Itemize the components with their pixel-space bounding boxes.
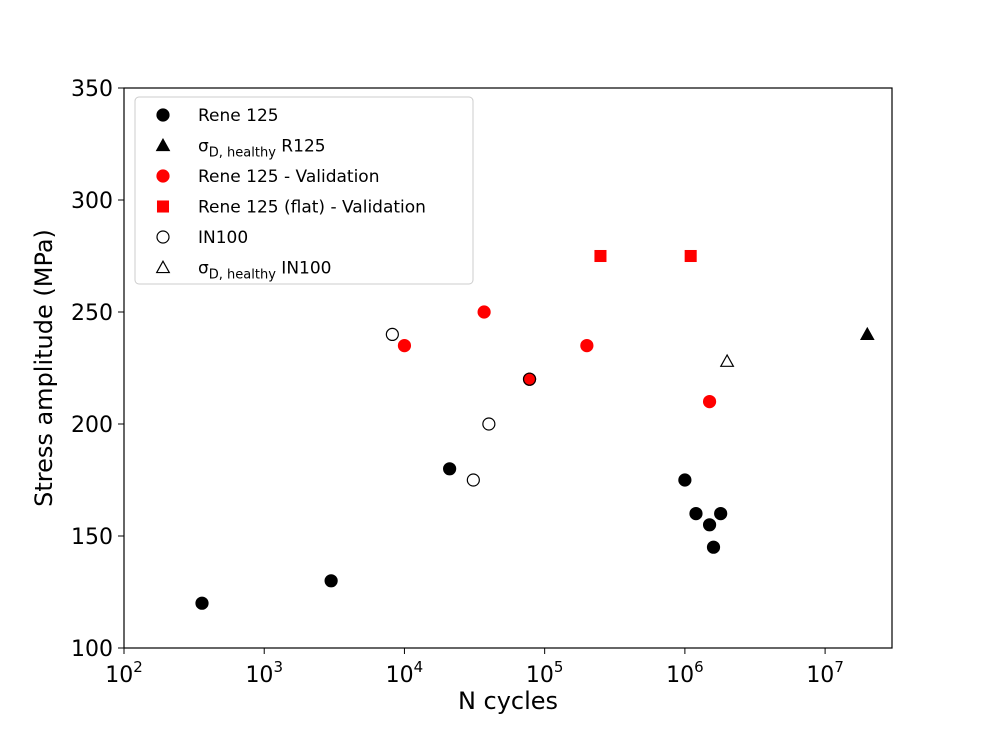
overlap-point-outline xyxy=(522,372,537,386)
circle-point xyxy=(702,395,717,409)
y-tick-label: 250 xyxy=(71,301,113,326)
y-axis-label: Stress amplitude (MPa) xyxy=(30,229,58,507)
circle-point xyxy=(397,339,412,353)
y-tick-label: 200 xyxy=(71,413,113,438)
data-points xyxy=(195,249,875,610)
legend-marker xyxy=(155,259,171,274)
legend-item: Rene 125 xyxy=(156,106,279,126)
series-5 xyxy=(719,353,735,367)
triangle-point xyxy=(859,326,875,341)
y-axis-ticks: 100 150 200 250 300 350 xyxy=(71,77,124,662)
x-axis-ticks: 102 103 104 105 106 107 xyxy=(105,648,844,688)
series-1 xyxy=(859,326,875,341)
x-tick-label: 107 xyxy=(806,658,844,688)
circle-point xyxy=(702,518,717,532)
y-tick-label: 150 xyxy=(71,525,113,550)
x-tick-label: 105 xyxy=(526,658,564,688)
legend-marker xyxy=(156,108,170,122)
x-tick-label: 104 xyxy=(386,658,424,688)
legend-item: Rene 125 - Validation xyxy=(156,167,379,187)
series-3 xyxy=(594,249,697,263)
legend-label: Rene 125 xyxy=(198,106,279,126)
plot-frame xyxy=(123,87,893,649)
legend-label: σD, healthy IN100 xyxy=(198,259,332,283)
legend-label: σD, healthy R125 xyxy=(198,137,326,161)
legend-marker xyxy=(156,200,170,213)
y-tick-label: 350 xyxy=(71,77,113,102)
circle-point xyxy=(324,574,338,588)
open-triangle-point xyxy=(719,353,735,367)
circle-point xyxy=(195,596,209,610)
legend-marker xyxy=(156,169,170,183)
circle-point xyxy=(678,473,692,487)
legend-item: σD, healthy R125 xyxy=(155,137,326,161)
x-axis-label: N cycles xyxy=(458,687,558,715)
square-point xyxy=(594,249,607,263)
y-tick-label: 100 xyxy=(71,637,113,662)
x-tick-label: 106 xyxy=(666,658,704,688)
circle-point xyxy=(443,462,457,476)
legend-marker xyxy=(155,137,171,152)
circle-point xyxy=(477,305,491,319)
x-tick-label: 102 xyxy=(105,658,143,688)
circle-point xyxy=(689,506,703,521)
open-circle-point xyxy=(466,473,480,487)
legend-marker xyxy=(156,230,170,244)
legend-item: IN100 xyxy=(156,228,248,248)
square-point xyxy=(684,249,697,263)
legend-label: Rene 125 - Validation xyxy=(198,167,379,187)
legend-item: Rene 125 (flat) - Validation xyxy=(156,198,426,218)
y-tick-label: 300 xyxy=(71,189,113,214)
legend: Rene 125 σD, healthy R125 Rene 125 - Valid… xyxy=(134,96,474,285)
circle-point xyxy=(714,506,728,521)
open-circle-point xyxy=(482,417,496,431)
x-tick-label: 103 xyxy=(245,658,283,688)
circle-point xyxy=(580,339,594,353)
legend-box xyxy=(134,96,474,285)
legend-label: Rene 125 (flat) - Validation xyxy=(198,198,426,218)
open-circle-point xyxy=(385,327,399,341)
legend-item: σD, healthy IN100 xyxy=(155,259,332,283)
circle-point xyxy=(706,540,721,554)
series-4 xyxy=(385,327,496,487)
legend-label: IN100 xyxy=(198,228,248,248)
